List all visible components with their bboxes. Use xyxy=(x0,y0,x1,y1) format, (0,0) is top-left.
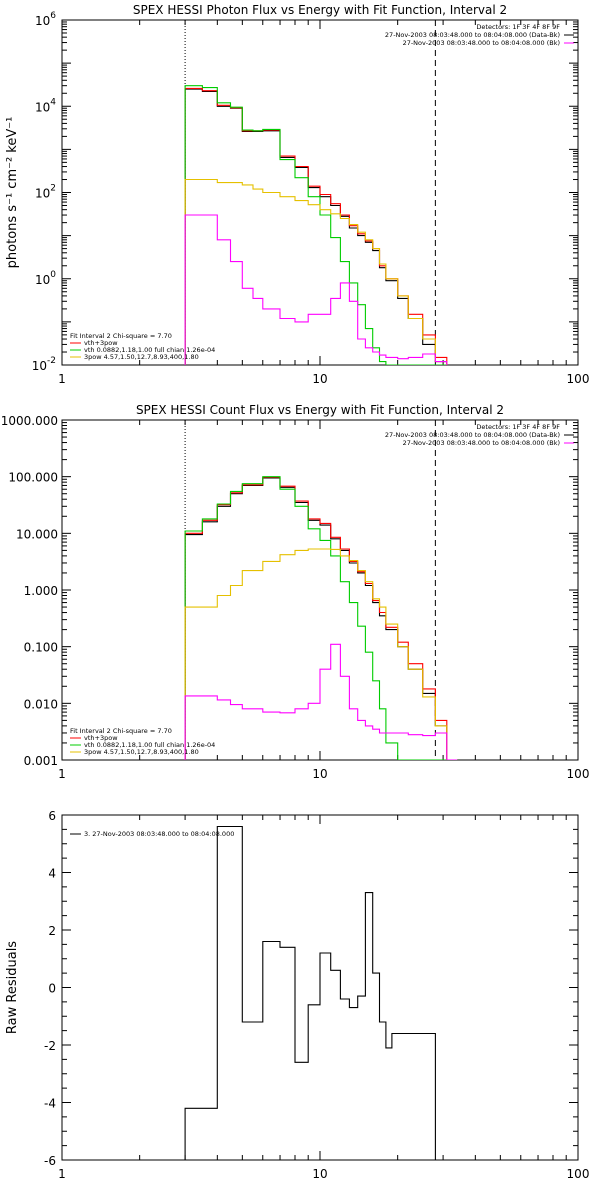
header-line: 27-Nov-2003 08:03:48.000 to 08:04:08.000… xyxy=(403,439,560,447)
fit-info-line: 3pow 4.57,1.50,12.7,8.93,400,1.80 xyxy=(84,748,199,756)
series-line-4 xyxy=(184,548,458,760)
y-tick-label: -4 xyxy=(44,1097,56,1111)
fit-info-line: Fit Interval 2 Chi-square = 7.70 xyxy=(70,727,172,735)
y-tick-label: 0 xyxy=(48,982,56,996)
y-tick-label: 2 xyxy=(48,924,56,938)
series-line-2 xyxy=(184,87,448,365)
x-axis: 1 10 100 xyxy=(58,815,589,1181)
fit-info-line: vth 0.0882,1.18,1.00 full chian 1.26e-04 xyxy=(84,346,215,354)
y-tick-label: 0.001 xyxy=(24,754,58,768)
x-tick-label: 1 xyxy=(58,767,66,781)
series-line-2 xyxy=(184,476,458,760)
y-tick-label: -2 xyxy=(44,1039,56,1053)
fit-info: Fit Interval 2 Chi-square = 7.70vth+3pow… xyxy=(70,332,215,361)
fit-info-line: 3pow 4.57,1.50,12.7,8.93,400,1.80 xyxy=(84,353,199,361)
y-tick-label: 1000.000 xyxy=(1,414,58,428)
x-tick-label: 100 xyxy=(567,372,590,386)
y-tick-label: 106 xyxy=(35,11,56,28)
y-axis: -6 -4 -2 0 2 4 6 xyxy=(44,809,578,1168)
series-line-1 xyxy=(184,477,458,760)
x-tick-label: 1 xyxy=(58,372,66,386)
x-axis: 1 10 100 xyxy=(58,420,589,781)
chart-panel-3: 1 10 100 -6 -4 -2 0 2 4 6 Raw Residuals 3. 27-Nov-2… xyxy=(5,809,589,1181)
header-line: 27-Nov-2003 08:03:48.000 to 08:04:08.000… xyxy=(403,39,560,47)
legend: 3. 27-Nov-2003 08:03:48.000 to 08:04:08.… xyxy=(70,830,234,838)
series-line-1 xyxy=(184,88,448,365)
y-axis-label: Raw Residuals xyxy=(5,941,20,1034)
y-tick-label: 100 xyxy=(35,270,56,287)
x-tick-label: 10 xyxy=(312,1167,327,1181)
x-tick-label: 10 xyxy=(312,372,327,386)
fit-info-line: vth+3pow xyxy=(84,734,118,742)
x-axis: 1 10 100 xyxy=(58,20,589,386)
series-line-3 xyxy=(184,476,458,760)
x-tick-label: 100 xyxy=(567,767,590,781)
header-line: 27-Nov-2003 08:03:48.000 to 08:04:08.000… xyxy=(385,431,560,439)
y-tick-label: 100.000 xyxy=(8,471,58,485)
header-line: Detectors: 1F 3F 4F 8F 9F xyxy=(476,423,560,431)
header-line: 27-Nov-2003 08:03:48.000 to 08:04:08.000… xyxy=(385,31,560,39)
series-line-1 xyxy=(184,825,436,1160)
y-tick-label: 102 xyxy=(35,184,56,201)
series-line-5 xyxy=(184,214,448,365)
series-line-5 xyxy=(184,643,458,760)
y-tick-label: 0.100 xyxy=(24,641,58,655)
series-group xyxy=(184,476,458,760)
y-tick-label: 0.010 xyxy=(24,697,58,711)
y-axis: 10-2 100 102 104 106 xyxy=(32,11,578,373)
y-tick-label: -6 xyxy=(44,1154,56,1168)
chart-panel-2: SPEX HESSI Count Flux vs Energy with Fit… xyxy=(1,403,590,781)
x-tick-label: 10 xyxy=(312,767,327,781)
series-line-3 xyxy=(184,85,447,365)
fit-info-line: Fit Interval 2 Chi-square = 7.70 xyxy=(70,332,172,340)
x-tick-label: 100 xyxy=(567,1167,590,1181)
y-tick-label: 104 xyxy=(35,97,56,114)
chart-panel-1: SPEX HESSI Photon Flux vs Energy with Fi… xyxy=(5,3,589,386)
series-line-4 xyxy=(184,178,448,365)
y-tick-label: 10.000 xyxy=(16,527,58,541)
header-line: Detectors: 1F 3F 4F 8F 9F xyxy=(476,23,560,31)
fit-info: Fit Interval 2 Chi-square = 7.70vth+3pow… xyxy=(70,727,215,756)
y-tick-label: 4 xyxy=(48,867,56,881)
fit-info-line: vth+3pow xyxy=(84,339,118,347)
y-tick-label: 1.000 xyxy=(24,584,58,598)
y-axis: 0.001 0.010 0.100 1.000 10.000 100.000 1000.00… xyxy=(1,414,578,768)
series-group xyxy=(184,825,436,1160)
legend-text: 3. 27-Nov-2003 08:03:48.000 to 08:04:08.… xyxy=(84,830,234,838)
y-tick-label: 10-2 xyxy=(32,356,56,373)
fit-info-line: vth 0.0882,1.18,1.00 full chian 1.26e-04 xyxy=(84,741,215,749)
y-axis-label: photons s⁻¹ cm⁻² keV⁻¹ xyxy=(5,117,20,269)
series-group xyxy=(184,85,448,365)
plot-frame xyxy=(61,419,579,761)
y-tick-label: 6 xyxy=(48,809,56,823)
x-tick-label: 1 xyxy=(58,1167,66,1181)
chart-title: SPEX HESSI Count Flux vs Energy with Fit… xyxy=(136,403,504,417)
chart-title: SPEX HESSI Photon Flux vs Energy with Fi… xyxy=(133,3,507,17)
